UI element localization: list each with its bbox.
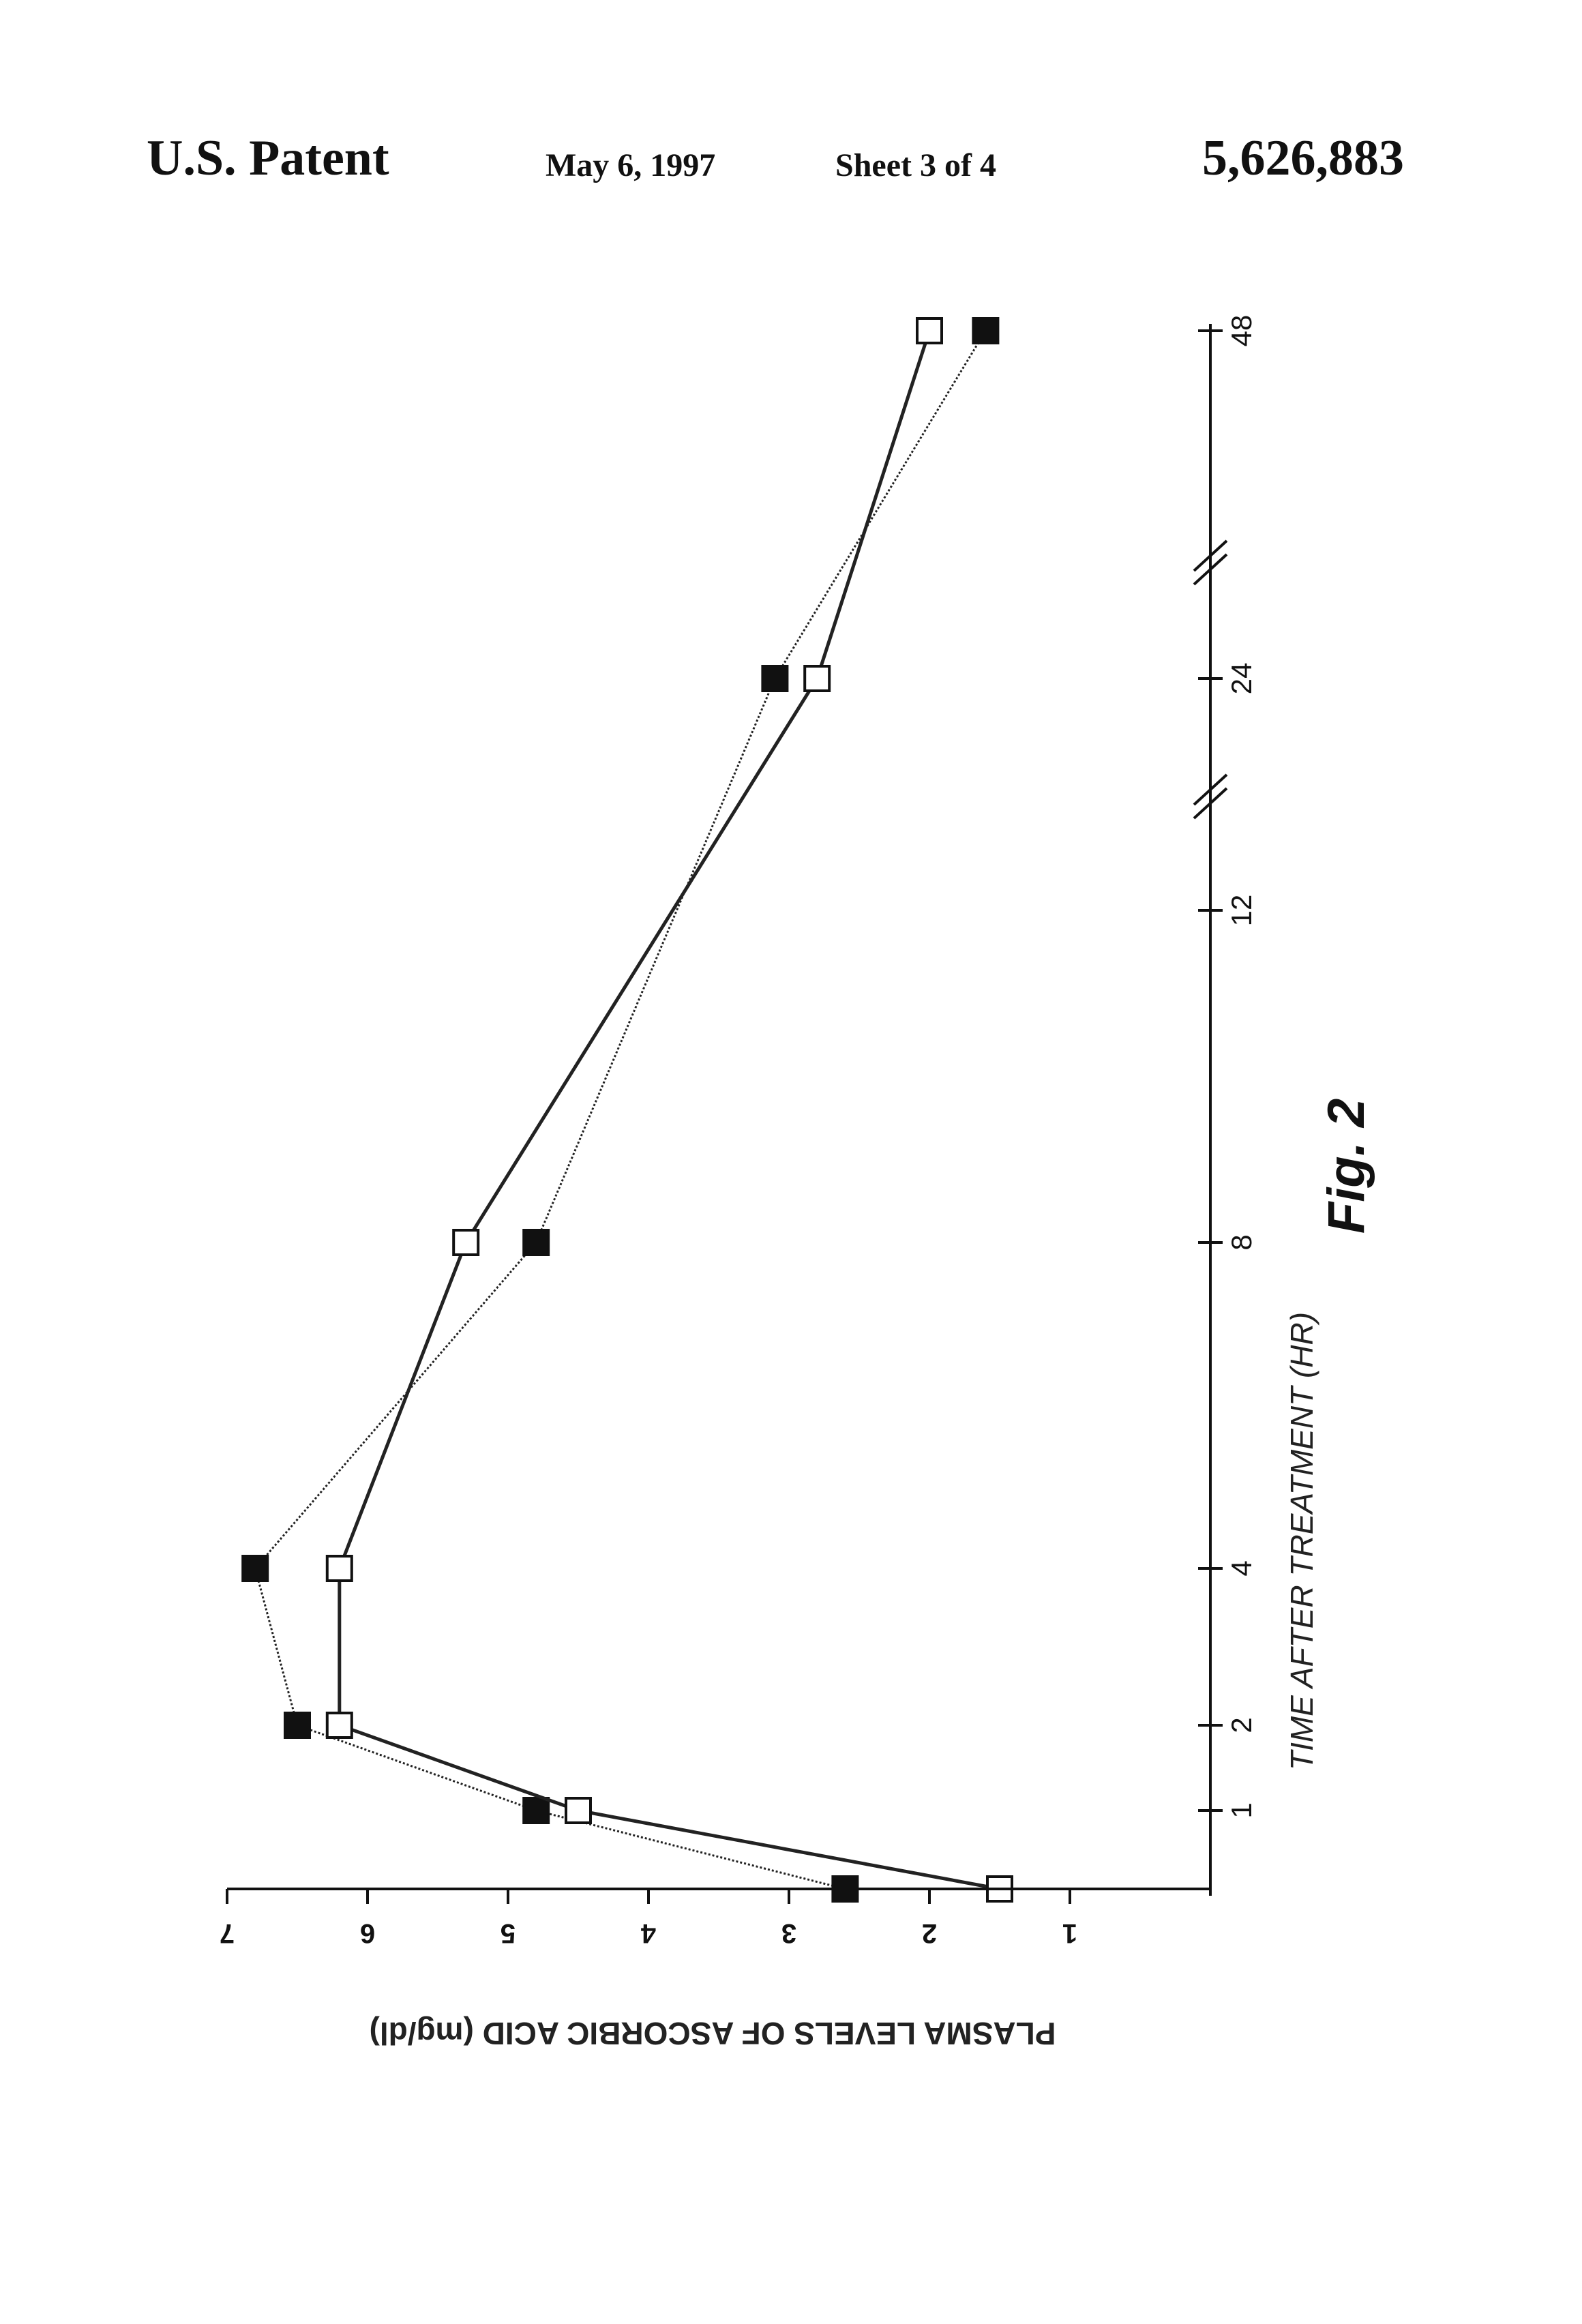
x-tick-label-8: 8 bbox=[1225, 1234, 1257, 1250]
series-1-point-48 bbox=[917, 318, 942, 343]
y-axis-label: PLASMA LEVELS OF ASCORBIC ACID (mg/dl) bbox=[370, 2016, 1056, 2051]
x-tick-label-48: 48 bbox=[1225, 315, 1257, 347]
series-1-line bbox=[340, 331, 1000, 1889]
series-0-point-1 bbox=[524, 1798, 548, 1823]
x-tick-label-24: 24 bbox=[1225, 663, 1257, 695]
y-tick-label-1: 1 bbox=[1062, 1918, 1077, 1948]
series-0-point-4 bbox=[243, 1556, 267, 1581]
figure-label: Fig. 2 bbox=[1317, 1099, 1375, 1234]
series-1-point-24 bbox=[805, 666, 829, 691]
y-tick-label-2: 2 bbox=[922, 1918, 937, 1948]
y-tick-label-6: 6 bbox=[360, 1918, 375, 1948]
series-0-point-24 bbox=[762, 666, 787, 691]
series-1-point-1 bbox=[566, 1798, 591, 1823]
y-tick-label-4: 4 bbox=[640, 1918, 656, 1948]
series-1-point-2 bbox=[327, 1713, 352, 1738]
series-1-point-4 bbox=[327, 1556, 352, 1581]
axis-layer: 12481224481234567 bbox=[220, 315, 1257, 1948]
x-tick-label-2: 2 bbox=[1225, 1717, 1257, 1733]
y-tick-label-5: 5 bbox=[501, 1918, 516, 1948]
x-axis-label: TIME AFTER TREATMENT (HR) bbox=[1284, 1312, 1319, 1770]
x-tick-label-4: 4 bbox=[1225, 1560, 1257, 1576]
x-tick-label-1: 1 bbox=[1225, 1802, 1257, 1818]
series-0-point-48 bbox=[973, 318, 998, 343]
series-0-point-2 bbox=[285, 1713, 310, 1738]
series-0-line bbox=[255, 331, 985, 1889]
series-0-point-8 bbox=[524, 1230, 548, 1255]
y-tick-label-7: 7 bbox=[220, 1918, 235, 1948]
x-tick-label-12: 12 bbox=[1225, 895, 1257, 927]
label-layer: PLASMA LEVELS OF ASCORBIC ACID (mg/dl) T… bbox=[370, 1099, 1375, 2051]
y-tick-label-3: 3 bbox=[781, 1918, 796, 1948]
series-layer bbox=[243, 318, 1012, 1901]
series-1-point-8 bbox=[453, 1230, 478, 1255]
